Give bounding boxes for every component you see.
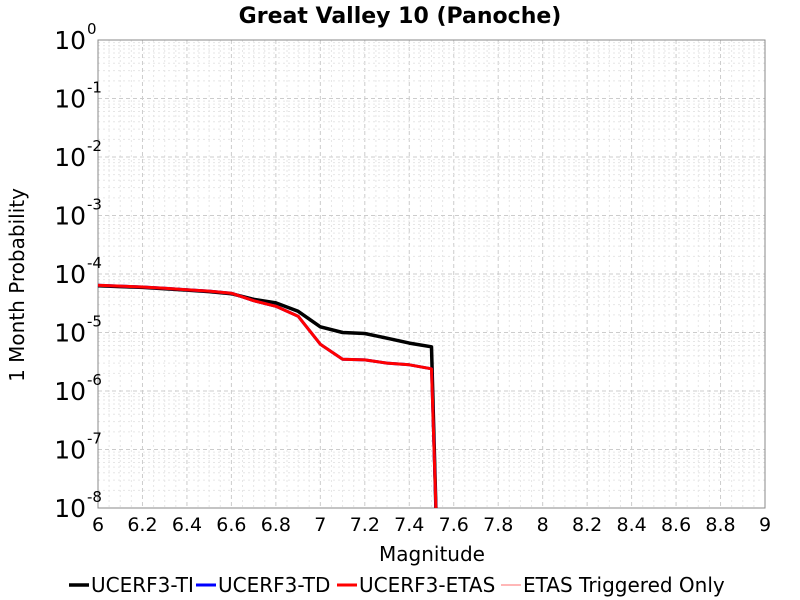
x-tick-label: 6.4 — [172, 514, 202, 536]
x-tick-label: 7.4 — [394, 514, 424, 536]
legend-item: UCERF3-TI — [69, 573, 194, 597]
y-tick-base: 10 — [54, 85, 86, 114]
x-tick-label: 6.8 — [261, 514, 291, 536]
y-tick-exponent: -4 — [87, 254, 102, 272]
y-tick-label: 10 -2 — [54, 137, 102, 172]
legend-label: ETAS Triggered Only — [523, 573, 725, 597]
x-tick-label: 8.8 — [705, 514, 735, 536]
legend: UCERF3-TI UCERF3-TD UCERF3-ETAS ETAS Trigge… — [69, 573, 725, 597]
y-tick-label: 10 -7 — [54, 430, 102, 465]
y-tick-exponent: 0 — [87, 20, 97, 38]
y-tick-label: 10 -3 — [54, 196, 102, 231]
y-tick-base: 10 — [54, 143, 86, 172]
x-tick-label: 6.6 — [216, 514, 246, 536]
x-tick-label: 7.8 — [483, 514, 513, 536]
legend-item: ETAS Triggered Only — [501, 573, 725, 597]
x-axis-ticks: 6 6.2 6.4 6.6 6.8 7 7.2 7.4 7.6 7.8 8 8.2 8.4 8.6 8.8 9 — [92, 514, 771, 536]
x-tick-label: 8 — [537, 514, 549, 536]
x-tick-label: 7.6 — [439, 514, 469, 536]
x-tick-label: 7 — [314, 514, 326, 536]
y-tick-base: 10 — [54, 494, 86, 523]
x-tick-label: 8.2 — [572, 514, 602, 536]
y-tick-base: 10 — [54, 26, 86, 55]
grid-lines — [97, 40, 766, 509]
x-tick-label: 8.6 — [661, 514, 691, 536]
x-tick-label: 8.4 — [616, 514, 646, 536]
x-axis-label: Magnitude — [379, 542, 485, 566]
legend-label: UCERF3-TI — [91, 573, 194, 597]
plot-frame — [97, 39, 766, 509]
y-tick-label: 10 -4 — [54, 254, 102, 289]
y-tick-base: 10 — [54, 377, 86, 406]
y-axis-label: 1 Month Probability — [5, 188, 29, 382]
y-tick-exponent: -8 — [87, 488, 102, 506]
y-tick-exponent: -5 — [87, 313, 102, 331]
y-tick-base: 10 — [54, 202, 86, 231]
y-tick-label: 10 -5 — [54, 313, 102, 348]
legend-label: UCERF3-ETAS — [359, 573, 495, 597]
legend-label: UCERF3-TD — [218, 573, 330, 597]
y-tick-exponent: -1 — [87, 79, 102, 97]
series-line-ucerf3-etas — [97, 283, 438, 509]
y-tick-label: 10 -8 — [54, 488, 102, 523]
y-tick-label: 10 0 — [54, 20, 96, 55]
legend-item: UCERF3-TD — [196, 573, 330, 597]
chart-title: Great Valley 10 (Panoche) — [239, 4, 562, 29]
y-tick-exponent: -3 — [87, 196, 102, 214]
y-tick-base: 10 — [54, 436, 86, 465]
x-tick-label: 6 — [92, 514, 104, 536]
x-tick-label: 9 — [759, 514, 771, 536]
y-tick-exponent: -6 — [87, 371, 102, 389]
x-tick-label: 6.2 — [127, 514, 157, 536]
legend-item: UCERF3-ETAS — [337, 573, 495, 597]
y-tick-exponent: -7 — [87, 430, 102, 448]
y-tick-base: 10 — [54, 319, 86, 348]
x-tick-label: 7.2 — [350, 514, 380, 536]
y-tick-label: 10 -1 — [54, 79, 102, 114]
y-tick-base: 10 — [54, 260, 86, 289]
y-tick-label: 10 -6 — [54, 371, 102, 406]
series-layer — [97, 283, 438, 509]
y-tick-exponent: -2 — [87, 137, 102, 155]
